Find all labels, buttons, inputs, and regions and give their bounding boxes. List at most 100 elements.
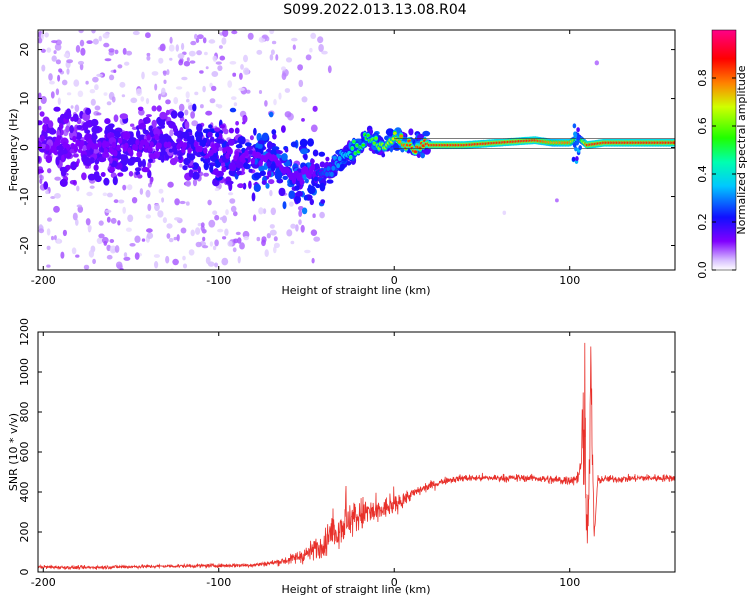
spectrogram-noise-blob bbox=[173, 236, 178, 241]
spectrogram-cluster-blob bbox=[59, 166, 67, 173]
spectrogram-noise-blob bbox=[38, 228, 45, 234]
spectrogram-noise-blob bbox=[91, 30, 96, 34]
spectrogram-noise-blob bbox=[158, 93, 162, 101]
spectrogram-cluster-blob bbox=[326, 179, 334, 184]
spectrogram-noise-blob bbox=[179, 200, 186, 205]
spectrogram-noise-blob bbox=[273, 236, 278, 242]
spectrogram-cluster-blob bbox=[270, 163, 276, 172]
spectrogram-noise-blob bbox=[151, 71, 159, 76]
spectrogram-noise-blob bbox=[46, 228, 51, 236]
spectrogram-noise-blob bbox=[151, 105, 157, 112]
spectrogram-noise-blob bbox=[76, 185, 80, 192]
spectrogram-noise-blob bbox=[50, 91, 55, 99]
spectrogram-noise-blob bbox=[145, 98, 150, 105]
spectrogram-noise-blob bbox=[298, 209, 303, 217]
spectrogram-noise-blob bbox=[92, 38, 99, 45]
spectrogram-cluster-blob bbox=[168, 148, 173, 153]
spectrogram-xtick-label: -200 bbox=[31, 274, 56, 287]
spectrogram-noise-blob bbox=[139, 188, 144, 195]
spectrogram-cluster-blob bbox=[59, 115, 64, 124]
spectrogram-noise-blob bbox=[103, 92, 108, 96]
spectrogram-noise-blob bbox=[149, 177, 153, 185]
spectrogram-cluster-blob bbox=[235, 144, 243, 149]
spectrogram-ytick-label: 10 bbox=[18, 92, 31, 106]
spectrogram-noise-blob bbox=[98, 220, 104, 226]
spectrogram-cluster-blob bbox=[81, 144, 87, 151]
spectrogram-noise-blob bbox=[145, 214, 151, 219]
spectrogram-cluster-blob bbox=[301, 207, 308, 215]
spectrogram-noise-blob bbox=[233, 211, 238, 217]
spectrogram-ridge-halo bbox=[117, 137, 123, 144]
spectrogram-noise-blob bbox=[203, 172, 210, 177]
spectrogram-noise-blob bbox=[183, 60, 191, 67]
spectrogram-ridge-core bbox=[413, 150, 418, 154]
spectrogram-noise-blob bbox=[298, 79, 304, 88]
spectrogram-noise-blob bbox=[311, 257, 315, 264]
spectrogram-ridge-halo bbox=[234, 151, 240, 158]
spectrogram-cluster-blob bbox=[63, 111, 72, 120]
spectrogram-cluster-blob bbox=[109, 156, 113, 164]
spectrogram-ridge-halo bbox=[144, 141, 150, 149]
spectrogram-ridge-halo bbox=[228, 148, 233, 155]
spectrogram-noise-blob bbox=[119, 81, 126, 88]
spectrogram-noise-blob bbox=[106, 216, 111, 223]
spectrogram-noise-blob bbox=[231, 30, 238, 35]
spectrogram-noise-blob bbox=[256, 49, 263, 55]
spectrogram-noise-blob bbox=[243, 67, 250, 76]
spectrogram-noise-blob bbox=[154, 203, 160, 212]
spectrogram-noise-blob bbox=[214, 187, 220, 192]
spectrogram-ridge-halo bbox=[198, 145, 203, 153]
spectrogram-noise-blob bbox=[239, 242, 245, 250]
spectrogram-ridge-halo bbox=[187, 147, 192, 154]
spectrogram-cluster-blob bbox=[185, 158, 191, 164]
spectrogram-noise-blob bbox=[184, 109, 189, 116]
spectrogram-noise-blob bbox=[54, 43, 62, 51]
spectrogram-noise-blob bbox=[92, 258, 96, 265]
spectrogram-noise-blob bbox=[312, 105, 318, 112]
spectrogram-noise-blob bbox=[190, 40, 197, 46]
spectrogram-cluster-blob bbox=[170, 110, 178, 119]
spectrogram-ridge-halo bbox=[222, 147, 227, 154]
spectrogram-noise-blob bbox=[219, 216, 226, 221]
spectrogram-noise-blob bbox=[72, 212, 78, 221]
spectrogram-noise-blob bbox=[177, 53, 185, 59]
spectrogram-cluster-blob bbox=[72, 153, 79, 158]
spectrogram-noise-blob bbox=[110, 217, 117, 224]
spectrogram-noise-blob bbox=[146, 55, 151, 61]
spectrogram-noise-blob bbox=[231, 96, 237, 100]
spectrogram-noise-blob bbox=[44, 32, 49, 38]
spectrogram-noise-blob bbox=[109, 245, 117, 254]
spectrogram-cluster-blob bbox=[188, 169, 194, 178]
spectrogram-ridge-halo bbox=[103, 147, 109, 155]
spectrogram-cluster-blob bbox=[89, 157, 95, 164]
spectrogram-ridge-core bbox=[352, 140, 356, 144]
spectrogram-cluster-blob bbox=[38, 168, 44, 174]
spectrogram-noise-blob bbox=[38, 37, 43, 44]
spectrogram-disturbance-blob bbox=[576, 127, 580, 133]
spectrogram-ridge-halo bbox=[127, 147, 132, 154]
spectrogram-noise-blob bbox=[157, 210, 164, 218]
spectrogram-cluster-blob bbox=[60, 150, 66, 155]
spectrogram-cluster-blob bbox=[310, 158, 315, 164]
spectrogram-noise-blob bbox=[185, 201, 190, 206]
spectrogram-noise-blob bbox=[131, 197, 138, 204]
spectrogram-noise-blob bbox=[238, 87, 245, 92]
spectrogram-cluster-blob bbox=[81, 154, 88, 163]
spectrogram-noise-blob bbox=[61, 79, 68, 86]
spectrogram-cluster-blob bbox=[101, 151, 110, 158]
spectrogram-ridge-mid bbox=[314, 176, 318, 182]
spectrogram-noise-blob bbox=[75, 254, 80, 258]
spectrogram-noise-blob bbox=[209, 98, 216, 104]
spectrogram-cluster-blob bbox=[254, 157, 258, 165]
spectrogram-noise-blob bbox=[106, 192, 113, 198]
spectrogram-noise-blob bbox=[174, 217, 181, 221]
spectrogram-noise-blob bbox=[233, 102, 238, 107]
spectrogram-noise-blob bbox=[229, 61, 237, 65]
snr-ytick-label: 200 bbox=[18, 522, 31, 543]
colorbar-tick-label: 0.8 bbox=[696, 69, 709, 87]
spectrogram-noise-blob bbox=[46, 47, 52, 53]
snr-ytick-label: 1000 bbox=[18, 358, 31, 386]
spectrogram-noise-blob bbox=[38, 105, 42, 111]
spectrogram-noise-blob bbox=[191, 120, 199, 127]
spectrogram-cluster-blob bbox=[147, 169, 152, 179]
